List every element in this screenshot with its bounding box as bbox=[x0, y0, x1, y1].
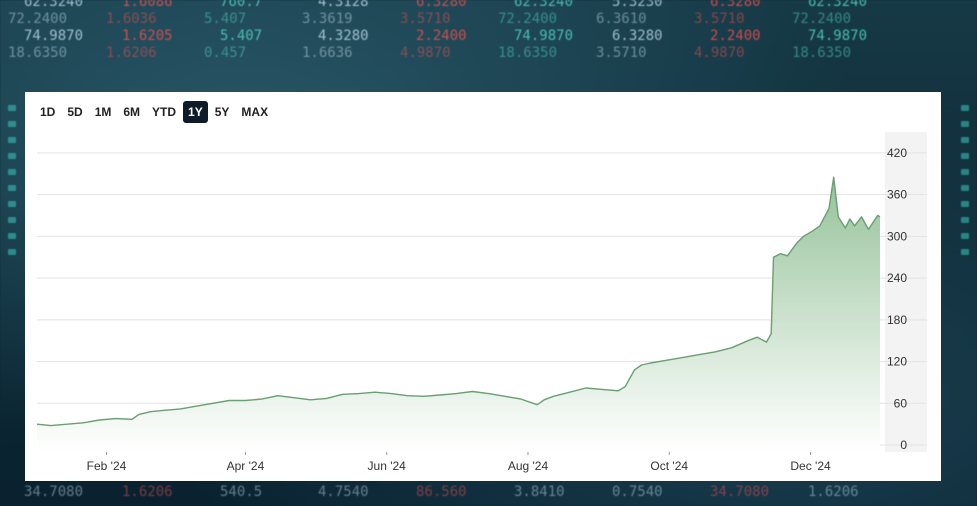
y-tick-label: 360 bbox=[887, 188, 907, 202]
ticker-value: 72.2400 bbox=[792, 11, 852, 27]
y-tick-label: 0 bbox=[900, 438, 907, 452]
ticker-value: 74.9870 bbox=[514, 28, 574, 44]
ticker-value: 1.6636 bbox=[302, 45, 353, 61]
ticker-value: 0.457 bbox=[204, 45, 247, 61]
x-tick-label: Oct '24 bbox=[650, 459, 688, 473]
ticker-value: 34.7080 bbox=[710, 484, 770, 500]
range-option-max[interactable]: MAX bbox=[241, 105, 269, 119]
ticker-value: 540.5 bbox=[220, 484, 263, 500]
y-tick-label: 60 bbox=[894, 396, 908, 410]
y-tick-label: 420 bbox=[887, 146, 907, 160]
ticker-value: 2.2400 bbox=[416, 28, 467, 44]
ticker-value: 18.6350 bbox=[792, 45, 852, 61]
ticker-value: 4.9870 bbox=[400, 45, 451, 61]
price-line bbox=[36, 176, 881, 427]
y-tick-label: 300 bbox=[887, 229, 907, 243]
ticker-value: 62.3240 bbox=[808, 0, 868, 10]
ticker-value: 34.7080 bbox=[24, 484, 84, 500]
ticker-value: 18.6350 bbox=[8, 45, 68, 61]
ticker-value: 86.560 bbox=[416, 484, 467, 500]
ticker-value: 72.2400 bbox=[8, 11, 68, 27]
ticker-row: 72.2400 1.6036 5.407 3.3619 3.5710 72.2400 6.3… bbox=[8, 11, 977, 31]
ticker-row: 34.7080 1.6206 540.5 4.7540 86.560 3.8410 0.75… bbox=[24, 484, 977, 504]
ticker-value: 6.3280 bbox=[612, 28, 663, 44]
ticker-value: 5.407 bbox=[220, 28, 263, 44]
ticker-value: 18.6350 bbox=[498, 45, 558, 61]
ticker-value: 6.3280 bbox=[416, 0, 467, 10]
ticker-value: 3.5710 bbox=[694, 11, 745, 27]
ticker-value: 4.3280 bbox=[318, 28, 369, 44]
ticker-value: 1.6206 bbox=[106, 45, 157, 61]
x-tick-label: Jun '24 bbox=[368, 459, 407, 473]
range-option-1d[interactable]: 1D bbox=[40, 105, 56, 119]
y-tick-label: 120 bbox=[887, 355, 907, 369]
ticker-value: 1.6036 bbox=[106, 11, 157, 27]
ticker-value: 74.9870 bbox=[808, 28, 868, 44]
ticker-value: 4.7540 bbox=[318, 484, 369, 500]
ticker-value: 760.7 bbox=[220, 0, 263, 10]
ticker-value: 74.9870 bbox=[24, 28, 84, 44]
ticker-value: 6.3280 bbox=[710, 0, 761, 10]
range-option-6m[interactable]: 6M bbox=[123, 105, 141, 119]
range-option-5d[interactable]: 5D bbox=[67, 105, 83, 119]
ticker-side-left bbox=[0, 95, 24, 476]
x-tick-label: Apr '24 bbox=[227, 459, 265, 473]
range-option-ytd[interactable]: YTD bbox=[152, 105, 177, 119]
y-tick-label: 240 bbox=[887, 271, 907, 285]
ticker-row: 62.3240 1.6086 760.7 4.3128 6.3280 62.3240 5.3… bbox=[24, 0, 977, 14]
ticker-value: 3.8410 bbox=[514, 484, 565, 500]
ticker-value: 3.5710 bbox=[596, 45, 647, 61]
price-area bbox=[37, 177, 880, 452]
x-tick-label: Feb '24 bbox=[87, 459, 127, 473]
ticker-value: 6.3610 bbox=[596, 11, 647, 27]
ticker-value: 4.9870 bbox=[694, 45, 745, 61]
stock-chart-panel: 1D 5D 1M 6M YTD 1Y 5Y MAX 0 60 120 180 240 300 360 420… bbox=[25, 92, 941, 481]
ticker-row: 74.9870 1.6205 5.407 4.3280 2.2400 74.9870 6.3… bbox=[24, 28, 977, 48]
ticker-value: 62.3240 bbox=[24, 0, 84, 10]
x-tick-label: Aug '24 bbox=[508, 459, 549, 473]
ticker-value: 0.7540 bbox=[612, 484, 663, 500]
range-option-1m[interactable]: 1M bbox=[94, 105, 112, 119]
ticker-value: 1.6086 bbox=[122, 0, 173, 10]
ticker-row: 18.6350 1.6206 0.457 1.6636 4.9870 18.6350 3.5… bbox=[8, 45, 977, 65]
ticker-value: 72.2400 bbox=[498, 11, 558, 27]
y-tick-label: 180 bbox=[887, 313, 907, 327]
ticker-value: 3.5710 bbox=[400, 11, 451, 27]
ticker-value: 5.407 bbox=[204, 11, 247, 27]
price-chart: 0 60 120 180 240 300 360 420 Feb '24 Apr '24 Jun '… bbox=[36, 132, 927, 473]
ticker-value: 62.3240 bbox=[514, 0, 574, 10]
range-option-5y[interactable]: 5Y bbox=[214, 105, 230, 119]
ticker-side-right bbox=[953, 95, 977, 476]
y-axis-band bbox=[885, 132, 927, 452]
range-selector: 1D 5D 1M 6M YTD 1Y 5Y MAX bbox=[35, 101, 273, 123]
ticker-value: 5.3230 bbox=[612, 0, 663, 10]
ticker-value: 1.6206 bbox=[122, 484, 173, 500]
range-option-1y[interactable]: 1Y bbox=[183, 101, 208, 123]
x-tick-label: Dec '24 bbox=[790, 459, 831, 473]
ticker-value: 1.6206 bbox=[808, 484, 859, 500]
ticker-value: 4.3128 bbox=[318, 0, 369, 10]
ticker-value: 2.2400 bbox=[710, 28, 761, 44]
ticker-value: 1.6205 bbox=[122, 28, 173, 44]
ticker-value: 3.3619 bbox=[302, 11, 353, 27]
